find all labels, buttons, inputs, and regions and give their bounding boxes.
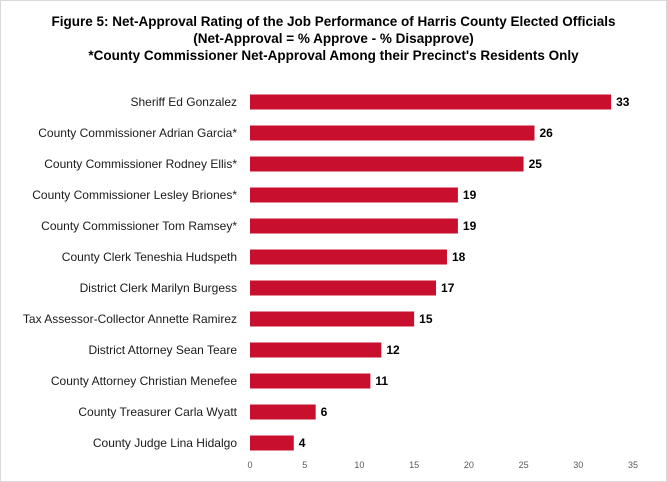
bar [250, 435, 294, 451]
category-label: County Commissioner Tom Ramsey* [41, 219, 237, 233]
bar [250, 280, 437, 296]
category-label: County Commissioner Adrian Garcia* [38, 126, 237, 140]
category-label: District Clerk Marilyn Burgess [80, 281, 237, 295]
data-label: 19 [463, 188, 477, 202]
x-tick-label: 5 [302, 460, 307, 470]
x-tick-label: 30 [573, 460, 583, 470]
category-label: County Commissioner Rodney Ellis* [44, 157, 237, 171]
category-label: District Attorney Sean Teare [88, 343, 237, 357]
data-label: 15 [419, 312, 433, 326]
category-label: County Judge Lina Hidalgo [93, 436, 237, 450]
category-label: County Attorney Christian Menefee [51, 374, 237, 388]
bar [250, 218, 458, 234]
x-tick-label: 15 [409, 460, 419, 470]
category-label: County Clerk Teneshia Hudspeth [62, 250, 237, 264]
bar [250, 404, 316, 420]
data-label: 4 [299, 436, 306, 450]
category-label: Sheriff Ed Gonzalez [130, 95, 237, 109]
bar [250, 125, 535, 141]
x-tick-label: 0 [247, 460, 252, 470]
bar [250, 187, 458, 203]
data-label: 17 [441, 281, 455, 295]
category-label: County Treasurer Carla Wyatt [78, 405, 237, 419]
bar [250, 311, 415, 327]
data-label: 12 [386, 343, 400, 357]
x-tick-label: 10 [354, 460, 364, 470]
bar [250, 342, 382, 358]
chart-title-line-1: Figure 5: Net-Approval Rating of the Job… [51, 14, 616, 29]
x-tick-label: 25 [519, 460, 529, 470]
bar [250, 373, 371, 389]
bar [250, 94, 612, 110]
data-label: 18 [452, 250, 466, 264]
data-label: 26 [540, 126, 554, 140]
chart-title-line-3: *County Commissioner Net-Approval Among … [88, 48, 579, 63]
data-label: 11 [375, 374, 388, 388]
category-label: County Commissioner Lesley Briones* [32, 188, 237, 202]
data-label: 6 [321, 405, 328, 419]
bar [250, 249, 447, 265]
x-tick-label: 35 [628, 460, 638, 470]
x-tick-label: 20 [464, 460, 474, 470]
category-label: Tax Assessor-Collector Annette Ramirez [23, 312, 237, 326]
data-label: 33 [616, 95, 630, 109]
data-label: 25 [529, 157, 543, 171]
data-label: 19 [463, 219, 477, 233]
chart-title-line-2: (Net-Approval = % Approve - % Disapprove… [193, 31, 474, 46]
bar [250, 156, 524, 172]
